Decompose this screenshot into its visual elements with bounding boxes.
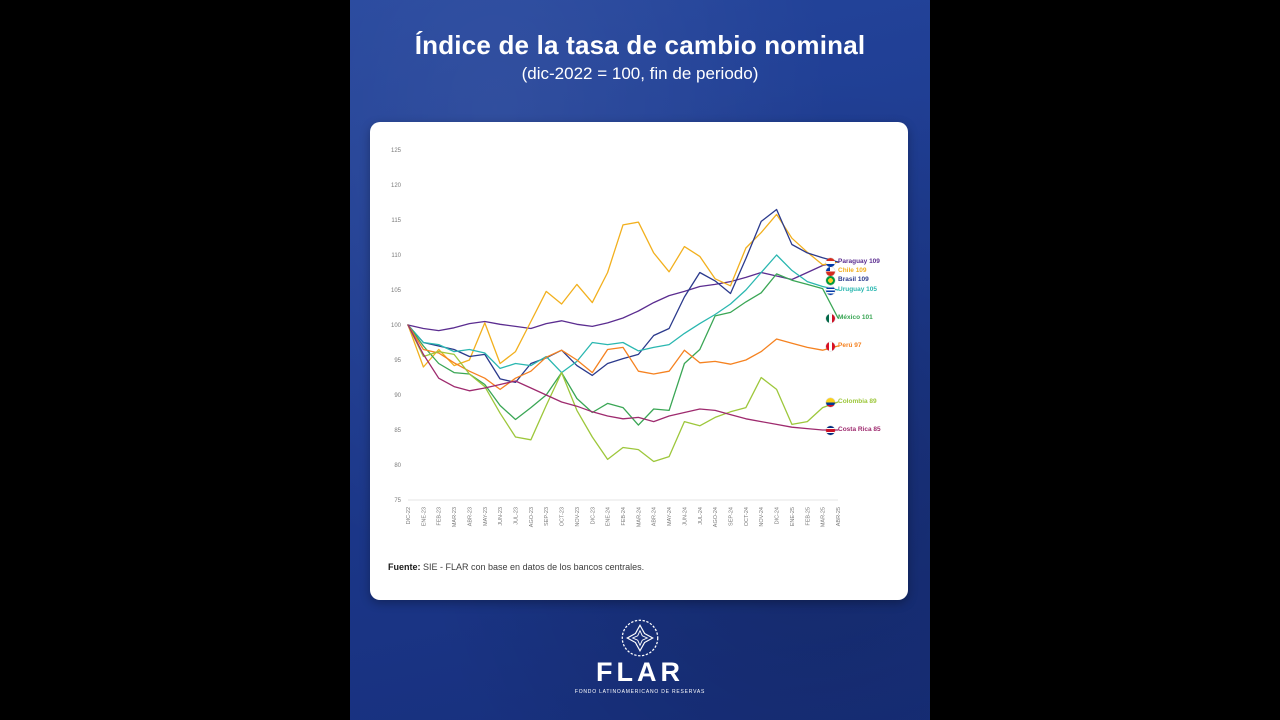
y-tick-label: 95 — [394, 358, 401, 364]
infographic-panel: Índice de la tasa de cambio nominal (dic… — [350, 0, 930, 720]
page-title: Índice de la tasa de cambio nominal — [414, 30, 866, 60]
x-tick-label: DIC-23 — [590, 507, 596, 524]
x-tick-label: MAY-24 — [667, 507, 673, 526]
x-tick-label: AGO-24 — [713, 507, 719, 527]
source-text: SIE - FLAR con base en datos de los banc… — [423, 562, 645, 572]
flar-logo: FLAR FONDO LATINOAMERICANO DE RESERVAS — [350, 618, 930, 695]
x-tick-label: DIC-22 — [406, 507, 412, 524]
x-tick-label: ABR-23 — [467, 507, 473, 526]
x-tick-label: ABR-24 — [652, 507, 658, 526]
series-line-mexico — [407, 273, 839, 426]
series-line-colombia — [407, 324, 839, 463]
x-tick-label: JUL-24 — [698, 507, 704, 525]
exchange-rate-line-chart: 75 80 85 90 95 100 105 110 115 120 125 DIC-22 ENE-23… — [391, 148, 842, 527]
x-tick-label: MAR-24 — [636, 507, 642, 527]
x-tick-label: NOV-24 — [759, 507, 765, 527]
source-note: Fuente: SIE - FLAR con base en datos de … — [388, 562, 644, 572]
x-tick-label: ENE-23 — [421, 507, 427, 526]
x-tick-label: JUN-24 — [682, 507, 688, 526]
x-tick-label: OCT-23 — [560, 507, 566, 526]
page-subtitle: (dic-2022 = 100, fin de periodo) — [521, 64, 759, 83]
y-tick-label: 90 — [394, 393, 401, 399]
x-tick-label: FEB-24 — [621, 507, 627, 526]
series-line-brasil — [407, 208, 839, 384]
x-tick-label: FEB-25 — [805, 507, 811, 526]
x-tick-label: MAR-23 — [452, 507, 458, 527]
series-line-peru — [407, 324, 839, 391]
y-tick-label: 80 — [394, 463, 401, 469]
x-tick-label: DIC-24 — [775, 507, 781, 524]
x-tick-label: ABR-25 — [836, 507, 842, 526]
logo-tagline: FONDO LATINOAMERICANO DE RESERVAS — [574, 689, 706, 695]
y-tick-label: 100 — [391, 323, 402, 329]
y-tick-label: 125 — [391, 148, 402, 154]
logo-name: FLAR — [596, 657, 684, 687]
chart-card: 75 80 85 90 95 100 105 110 115 120 125 DIC-22 ENE-23… — [370, 122, 908, 600]
x-tick-label: MAY-23 — [483, 507, 489, 526]
x-tick-label: AGO-23 — [529, 507, 535, 527]
x-tick-label: ENE-25 — [790, 507, 796, 526]
y-tick-label: 110 — [391, 253, 401, 259]
series-line-paraguay — [407, 261, 839, 332]
x-tick-label: OCT-24 — [744, 507, 750, 526]
y-tick-label: 120 — [391, 183, 402, 189]
series-line-costa-rica — [407, 324, 839, 431]
y-tick-label: 75 — [394, 498, 401, 504]
source-label: Fuente: — [388, 562, 421, 572]
series-line-uruguay — [407, 254, 839, 374]
flar-emblem-icon — [621, 619, 659, 657]
x-tick-label: NOV-23 — [575, 507, 581, 527]
x-tick-label: MAR-25 — [821, 507, 827, 527]
x-tick-label: JUN-23 — [498, 507, 504, 526]
x-tick-label: SEP-23 — [544, 507, 550, 526]
x-tick-label: ENE-24 — [606, 507, 612, 526]
x-tick-label: FEB-23 — [437, 507, 443, 526]
y-tick-label: 115 — [391, 218, 401, 224]
series-line-chile — [407, 213, 839, 368]
x-tick-label: SEP-24 — [729, 507, 735, 526]
y-tick-label: 105 — [391, 288, 402, 294]
y-tick-label: 85 — [394, 428, 401, 434]
x-tick-label: JUL-23 — [514, 507, 520, 525]
